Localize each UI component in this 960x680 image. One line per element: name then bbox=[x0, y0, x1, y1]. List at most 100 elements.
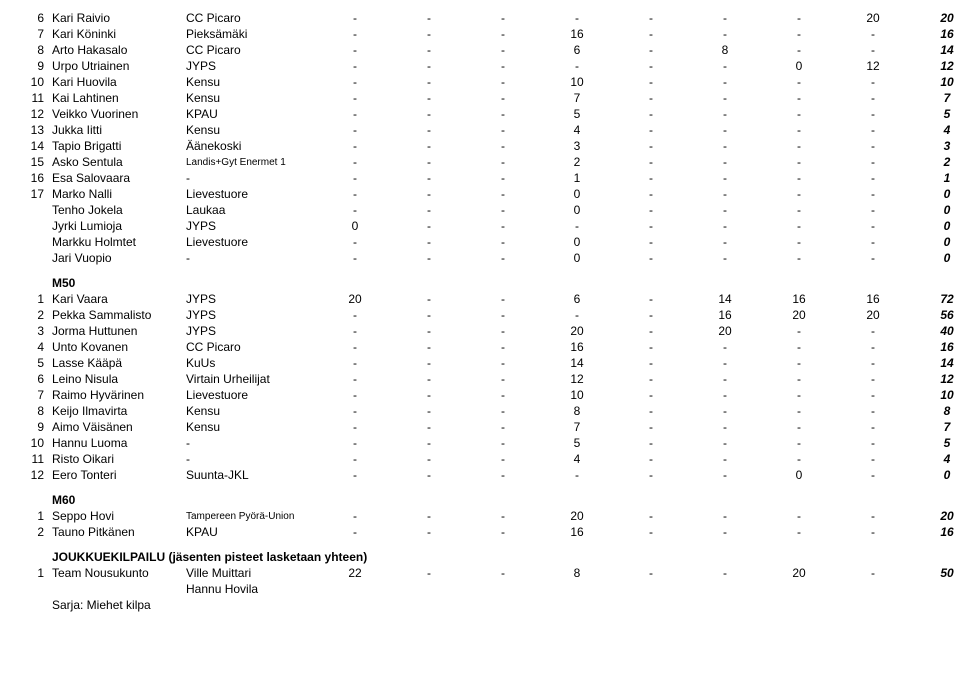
row-total: 1 bbox=[910, 170, 960, 186]
value-0: - bbox=[318, 524, 392, 540]
value-5: - bbox=[688, 138, 762, 154]
athlete-name: Tapio Brigatti bbox=[50, 138, 184, 154]
row-number: 11 bbox=[20, 90, 50, 106]
value-1: - bbox=[392, 106, 466, 122]
value-0: - bbox=[318, 234, 392, 250]
value-3: 3 bbox=[540, 138, 614, 154]
value-7: - bbox=[836, 355, 910, 371]
value-0: - bbox=[318, 122, 392, 138]
athlete-name: Asko Sentula bbox=[50, 154, 184, 170]
athlete-name: Esa Salovaara bbox=[50, 170, 184, 186]
value-1: - bbox=[392, 524, 466, 540]
athlete-name: Pekka Sammalisto bbox=[50, 307, 184, 323]
value-6: 20 bbox=[762, 565, 836, 581]
value-7: - bbox=[836, 323, 910, 339]
club-name: Äänekoski bbox=[184, 138, 318, 154]
value-5: - bbox=[688, 355, 762, 371]
value-7: - bbox=[836, 138, 910, 154]
value-1: - bbox=[392, 387, 466, 403]
athlete-name: Jari Vuopio bbox=[50, 250, 184, 266]
club-name: Kensu bbox=[184, 419, 318, 435]
value-2: - bbox=[466, 218, 540, 234]
row-number bbox=[20, 202, 50, 218]
value-1: - bbox=[392, 42, 466, 58]
value-7: - bbox=[836, 90, 910, 106]
value-1: - bbox=[392, 122, 466, 138]
row-number bbox=[20, 234, 50, 250]
row-total: 0 bbox=[910, 467, 960, 483]
value-1: - bbox=[392, 355, 466, 371]
value-4: - bbox=[614, 339, 688, 355]
value-6: 16 bbox=[762, 291, 836, 307]
result-row: 4Unto KovanenCC Picaro---16----16 bbox=[20, 339, 960, 355]
result-row: 5Lasse KääpäKuUs---14----14 bbox=[20, 355, 960, 371]
row-number: 12 bbox=[20, 106, 50, 122]
row-total: 0 bbox=[910, 218, 960, 234]
value-7: - bbox=[836, 106, 910, 122]
row-number: 6 bbox=[20, 10, 50, 26]
sarja-row: Sarja: Miehet kilpa bbox=[20, 597, 960, 613]
value-2: - bbox=[466, 90, 540, 106]
athlete-name: Marko Nalli bbox=[50, 186, 184, 202]
value-3: 8 bbox=[540, 565, 614, 581]
value-5: 14 bbox=[688, 291, 762, 307]
value-6: 0 bbox=[762, 58, 836, 74]
value-4: - bbox=[614, 42, 688, 58]
m60-header-label: M60 bbox=[50, 483, 960, 508]
value-2: - bbox=[466, 26, 540, 42]
value-6: - bbox=[762, 90, 836, 106]
result-row: 12Eero TonteriSuunta-JKL------0-0 bbox=[20, 467, 960, 483]
row-number: 17 bbox=[20, 186, 50, 202]
club-name: JYPS bbox=[184, 307, 318, 323]
value-0: - bbox=[318, 435, 392, 451]
club-name: Lievestuore bbox=[184, 234, 318, 250]
value-7: - bbox=[836, 565, 910, 581]
value-5: - bbox=[688, 250, 762, 266]
value-5: - bbox=[688, 524, 762, 540]
team-header: JOUKKUEKILPAILU (jäsenten pisteet lasket… bbox=[20, 540, 960, 565]
row-total: 14 bbox=[910, 42, 960, 58]
result-row: 8Keijo IlmavirtaKensu---8----8 bbox=[20, 403, 960, 419]
club-name: Virtain Urheilijat bbox=[184, 371, 318, 387]
value-5: - bbox=[688, 170, 762, 186]
row-number: 8 bbox=[20, 403, 50, 419]
value-0: - bbox=[318, 186, 392, 202]
value-4: - bbox=[614, 138, 688, 154]
row-number: 11 bbox=[20, 451, 50, 467]
value-6: - bbox=[762, 371, 836, 387]
result-row: Jari Vuopio----0----0 bbox=[20, 250, 960, 266]
value-2: - bbox=[466, 234, 540, 250]
result-row: 6Leino NisulaVirtain Urheilijat---12----… bbox=[20, 371, 960, 387]
value-2: - bbox=[466, 202, 540, 218]
row-number: 10 bbox=[20, 435, 50, 451]
row-total: 20 bbox=[910, 10, 960, 26]
club-name: Suunta-JKL bbox=[184, 467, 318, 483]
row-number: 2 bbox=[20, 524, 50, 540]
club-name: Kensu bbox=[184, 403, 318, 419]
athlete-name: Keijo Ilmavirta bbox=[50, 403, 184, 419]
club-name: - bbox=[184, 250, 318, 266]
value-1: - bbox=[392, 218, 466, 234]
row-number: 4 bbox=[20, 339, 50, 355]
value-1: - bbox=[392, 419, 466, 435]
value-3: 2 bbox=[540, 154, 614, 170]
club-name: - bbox=[184, 451, 318, 467]
value-5: - bbox=[688, 403, 762, 419]
result-row: 10Kari HuovilaKensu---10----10 bbox=[20, 74, 960, 90]
result-row: 6Kari RaivioCC Picaro-------2020 bbox=[20, 10, 960, 26]
row-total: 72 bbox=[910, 291, 960, 307]
result-row: 1Team NousukuntoVille Muittari22--8--20-… bbox=[20, 565, 960, 581]
club-name: JYPS bbox=[184, 218, 318, 234]
value-1: - bbox=[392, 138, 466, 154]
value-6: 20 bbox=[762, 307, 836, 323]
club-name: Landis+Gyt Enermet 1 bbox=[184, 154, 318, 170]
value-6: - bbox=[762, 186, 836, 202]
row-total: 14 bbox=[910, 355, 960, 371]
value-4: - bbox=[614, 291, 688, 307]
value-7: - bbox=[836, 451, 910, 467]
row-total: 7 bbox=[910, 419, 960, 435]
value-3: 0 bbox=[540, 186, 614, 202]
result-row: 17Marko NalliLievestuore---0----0 bbox=[20, 186, 960, 202]
value-1: - bbox=[392, 202, 466, 218]
row-total: 3 bbox=[910, 138, 960, 154]
